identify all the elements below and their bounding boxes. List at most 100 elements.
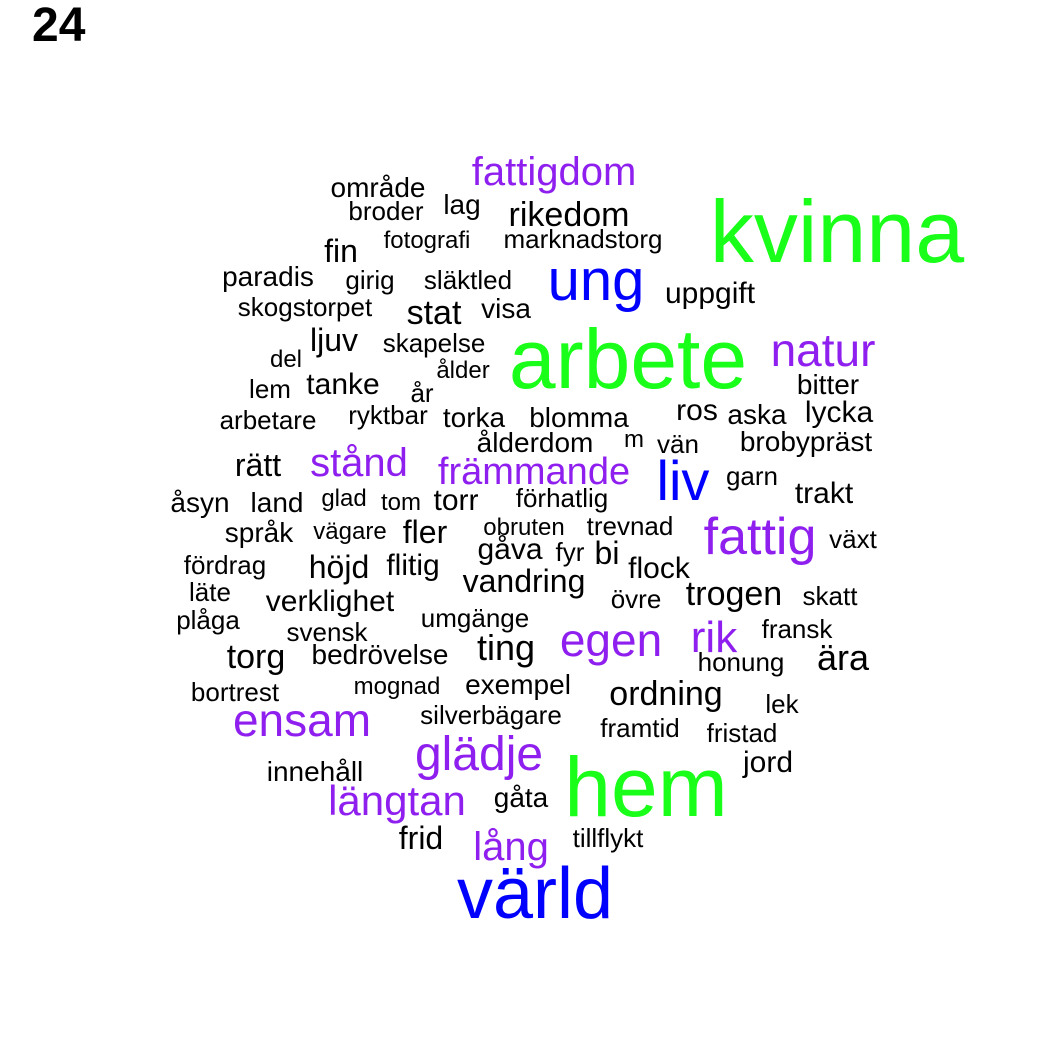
cloud-word: girig [345, 265, 394, 295]
cloud-word: flock [628, 552, 691, 585]
cloud-word: mognad [354, 673, 441, 700]
cloud-word: natur [771, 324, 876, 376]
cloud-word: vägare [313, 518, 386, 545]
cloud-word: exempel [465, 669, 571, 700]
cloud-word: trakt [795, 477, 854, 510]
cloud-word: fördrag [184, 550, 266, 580]
cloud-word: silverbägare [420, 700, 562, 730]
cloud-word: fransk [762, 614, 834, 644]
cloud-word: verklighet [266, 585, 395, 618]
cloud-word: lång [473, 825, 549, 869]
cloud-word: visa [481, 293, 531, 324]
cloud-word: ensam [233, 694, 371, 746]
cloud-word: flitig [386, 549, 439, 582]
cloud-word: ära [817, 637, 870, 678]
cloud-word: ung [548, 248, 645, 313]
cloud-word: hem [564, 740, 727, 834]
cloud-word: aska [727, 399, 787, 430]
cloud-word: ting [477, 627, 535, 668]
cloud-word: område [331, 172, 426, 203]
cloud-word: umgänge [421, 603, 529, 633]
cloud-word: förhatlig [516, 483, 609, 513]
cloud-word: tom [381, 489, 421, 516]
cloud-word: växt [829, 524, 877, 554]
cloud-word: innehåll [267, 756, 364, 787]
cloud-word: svensk [287, 617, 369, 647]
cloud-word: ros [676, 394, 718, 427]
cloud-word: rätt [235, 447, 281, 483]
page-number: 24 [32, 0, 86, 52]
cloud-word: glad [321, 485, 366, 512]
cloud-word: ålder [436, 357, 489, 384]
cloud-word: bi [595, 535, 620, 571]
cloud-word: liv [657, 449, 710, 512]
cloud-word: stat [407, 294, 462, 332]
cloud-word: fattig [704, 508, 817, 566]
cloud-word: frid [399, 820, 443, 856]
cloud-word: längtan [328, 777, 466, 824]
cloud-word: språk [225, 517, 294, 548]
cloud-word: torg [227, 638, 286, 676]
cloud-word: fler [403, 514, 448, 550]
cloud-word: fristad [707, 718, 778, 748]
cloud-word: garn [726, 461, 778, 491]
cloud-word: land [251, 487, 304, 518]
cloud-word: glädje [415, 728, 543, 781]
cloud-word: blomma [529, 402, 629, 433]
cloud-word: kvinna [710, 182, 964, 281]
cloud-word: arbetare [220, 405, 317, 435]
cloud-word: torka [443, 402, 506, 433]
cloud-word: höjd [309, 549, 370, 585]
cloud-word: ordning [609, 675, 722, 713]
cloud-word: gåta [494, 782, 549, 813]
cloud-word: lem [249, 374, 291, 404]
cloud-word: ljuv [310, 322, 358, 358]
cloud-word: plåga [176, 605, 240, 635]
cloud-word: m [624, 426, 644, 453]
cloud-word: ålderdom [477, 427, 594, 458]
cloud-word: värld [457, 854, 613, 934]
cloud-word: skapelse [383, 328, 486, 358]
cloud-word: åsyn [170, 487, 229, 518]
cloud-word: bedrövelse [312, 639, 449, 670]
cloud-word: uppgift [665, 277, 756, 310]
cloud-word: trevnad [587, 511, 674, 541]
cloud-word: år [410, 378, 433, 408]
cloud-word: marknadstorg [504, 224, 663, 254]
cloud-word: skogstorpet [238, 292, 373, 322]
cloud-word: läte [189, 577, 231, 607]
cloud-word: främmande [438, 451, 630, 493]
cloud-word: fotografi [384, 227, 471, 254]
cloud-word: fyr [556, 537, 585, 567]
cloud-word: torr [434, 484, 479, 517]
cloud-word: stånd [310, 441, 408, 485]
cloud-word: framtid [600, 713, 679, 743]
cloud-word: vän [657, 429, 699, 459]
cloud-word: ryktbar [348, 400, 428, 430]
cloud-word: obruten [483, 514, 564, 541]
cloud-word: jord [742, 746, 793, 779]
cloud-word: fattigdom [472, 150, 637, 194]
cloud-word: tillflykt [573, 823, 645, 853]
cloud-word: broder [348, 196, 423, 226]
cloud-word: rikedom [509, 196, 630, 234]
cloud-word: lag [443, 189, 480, 220]
cloud-word: gåva [477, 533, 542, 566]
cloud-word: bortrest [191, 677, 280, 707]
cloud-word: brobypräst [740, 426, 873, 457]
cloud-word: rik [691, 613, 738, 662]
cloud-word: fin [324, 233, 358, 269]
cloud-word: bitter [797, 369, 859, 400]
cloud-word: vandring [463, 563, 586, 599]
cloud-word: arbete [509, 312, 747, 406]
cloud-word: lek [765, 689, 799, 719]
cloud-word: övre [611, 584, 662, 614]
cloud-word: del [270, 346, 302, 373]
cloud-word: lycka [805, 396, 874, 429]
cloud-word: släktled [424, 265, 512, 295]
cloud-word: paradis [222, 261, 314, 292]
cloud-word: trogen [686, 575, 782, 613]
cloud-word: honung [698, 647, 785, 677]
